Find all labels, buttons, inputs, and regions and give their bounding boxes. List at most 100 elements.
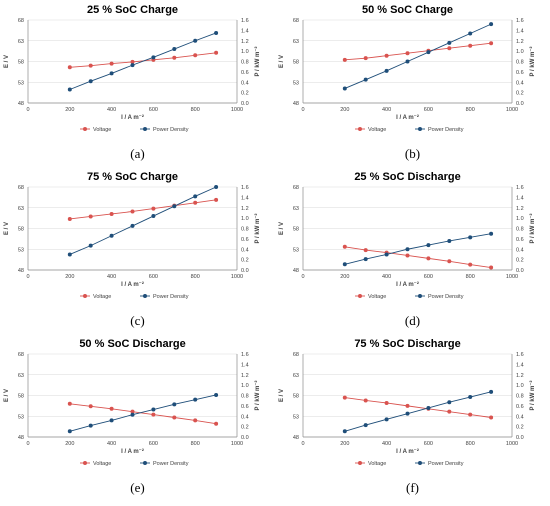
chart-svg: 75 % SoC Charge 48 53 58 63 68 0.0 0.2 0.4 0.6 0.8…: [4, 171, 261, 300]
y2-tick-label: 0.6: [516, 404, 524, 410]
legend-marker: [83, 461, 87, 465]
series-line: [344, 23, 492, 89]
y2-tick-label: 1.6: [241, 352, 249, 358]
data-point: [193, 38, 198, 43]
y-tick-label: 68: [293, 185, 299, 191]
x-tick-label: 400: [107, 274, 116, 280]
chart-title: 75 % SoC Discharge: [354, 338, 460, 350]
data-point: [88, 214, 93, 219]
y-tick-label: 53: [293, 414, 299, 420]
y2-tick-label: 1.4: [516, 195, 524, 201]
data-point: [67, 87, 72, 92]
legend-marker: [83, 294, 87, 298]
x-axis-label: I / A m⁻²: [121, 448, 144, 455]
legend-label: Voltage: [368, 127, 386, 133]
y2-tick-label: 0.0: [241, 101, 249, 107]
series-line: [69, 32, 217, 90]
legend-label: Voltage: [368, 461, 386, 467]
legend-marker: [358, 294, 362, 298]
x-tick-label: 600: [149, 274, 158, 280]
y2-tick-label: 1.4: [241, 28, 249, 34]
y2-axis-label: P / kW m⁻²: [529, 46, 536, 76]
data-point: [172, 204, 177, 209]
y2-tick-label: 0.6: [516, 237, 524, 243]
y-tick-label: 68: [293, 352, 299, 358]
x-tick-label: 400: [107, 107, 116, 113]
data-point: [130, 223, 135, 228]
data-point: [468, 43, 473, 48]
y2-tick-label: 0.4: [241, 80, 249, 86]
data-point: [342, 57, 347, 62]
y2-tick-label: 0.0: [516, 268, 524, 274]
x-axis-label: I / A m⁻²: [121, 281, 144, 288]
data-point: [468, 395, 473, 400]
y2-tick-label: 0.4: [516, 247, 524, 253]
x-tick-label: 0: [301, 441, 304, 447]
y-tick-label: 48: [18, 268, 24, 274]
y2-axis-label: P / kW m⁻²: [254, 46, 261, 76]
data-point: [214, 197, 219, 202]
y-tick-label: 53: [18, 80, 24, 86]
legend-label: Power Density: [153, 461, 189, 467]
series-line: [69, 186, 217, 255]
legend-marker: [418, 461, 422, 465]
y2-tick-label: 1.4: [241, 195, 249, 201]
x-tick-label: 400: [382, 107, 391, 113]
chart-svg: 50 % SoC Discharge 48 53 58 63 68 0.0 0.2 0.4 0.6…: [4, 338, 261, 467]
data-point: [447, 40, 452, 45]
data-point: [88, 404, 93, 409]
y-axis-label: E / V: [4, 55, 10, 68]
y2-tick-label: 1.6: [516, 352, 524, 358]
y-tick-label: 58: [18, 394, 24, 400]
legend-marker: [358, 461, 362, 465]
chart-panel: 50 % SoC Discharge 48 53 58 63 68 0.0 0.2 0.4 0.6…: [0, 334, 275, 501]
data-point: [130, 209, 135, 214]
data-point: [130, 409, 135, 414]
data-point: [214, 50, 219, 55]
chart-title: 50 % SoC Discharge: [79, 338, 185, 350]
x-tick-label: 400: [107, 441, 116, 447]
data-point: [363, 257, 368, 262]
y-tick-label: 48: [293, 268, 299, 274]
y2-tick-label: 1.0: [516, 49, 524, 55]
data-point: [109, 71, 114, 76]
chart-panel: 75 % SoC Discharge 48 53 58 63 68 0.0 0.2 0.4 0.6…: [275, 334, 550, 501]
x-tick-label: 800: [466, 274, 475, 280]
y2-tick-label: 0.8: [516, 227, 524, 233]
data-point: [468, 412, 473, 417]
y-tick-label: 63: [293, 206, 299, 212]
y2-tick-label: 0.4: [241, 247, 249, 253]
data-point: [67, 216, 72, 221]
data-point: [489, 41, 494, 46]
chart-panel: 75 % SoC Charge 48 53 58 63 68 0.0 0.2 0.4 0.6 0.8…: [0, 167, 275, 334]
data-point: [363, 248, 368, 253]
data-point: [88, 63, 93, 68]
y-tick-label: 58: [293, 60, 299, 66]
y-axis-label: E / V: [4, 389, 10, 402]
x-tick-label: 1000: [231, 274, 243, 280]
legend-label: Power Density: [153, 127, 189, 133]
x-axis-label: I / A m⁻²: [396, 114, 419, 121]
data-point: [172, 415, 177, 420]
chart-svg: 25 % SoC Discharge 48 53 58 63 68 0.0 0.2 0.4 0.6…: [279, 171, 536, 300]
y-tick-label: 53: [293, 247, 299, 253]
x-tick-label: 0: [26, 107, 29, 113]
y2-tick-label: 1.2: [516, 39, 524, 45]
legend-label: Power Density: [428, 461, 464, 467]
data-point: [405, 403, 410, 408]
data-point: [172, 55, 177, 60]
x-tick-label: 1000: [506, 441, 518, 447]
y2-tick-label: 1.0: [516, 383, 524, 389]
y2-tick-label: 1.2: [516, 373, 524, 379]
x-tick-label: 0: [26, 274, 29, 280]
x-tick-label: 1000: [506, 274, 518, 280]
chart-panel: 25 % SoC Charge 48 53 58 63 68 0.0 0.2 0.4 0.6 0.8…: [0, 0, 275, 167]
y2-tick-label: 1.4: [516, 28, 524, 34]
x-tick-label: 0: [301, 274, 304, 280]
data-point: [489, 415, 494, 420]
legend-marker: [143, 294, 147, 298]
data-point: [468, 262, 473, 267]
series-line: [344, 42, 492, 61]
y2-axis-label: P / kW m⁻²: [529, 380, 536, 410]
